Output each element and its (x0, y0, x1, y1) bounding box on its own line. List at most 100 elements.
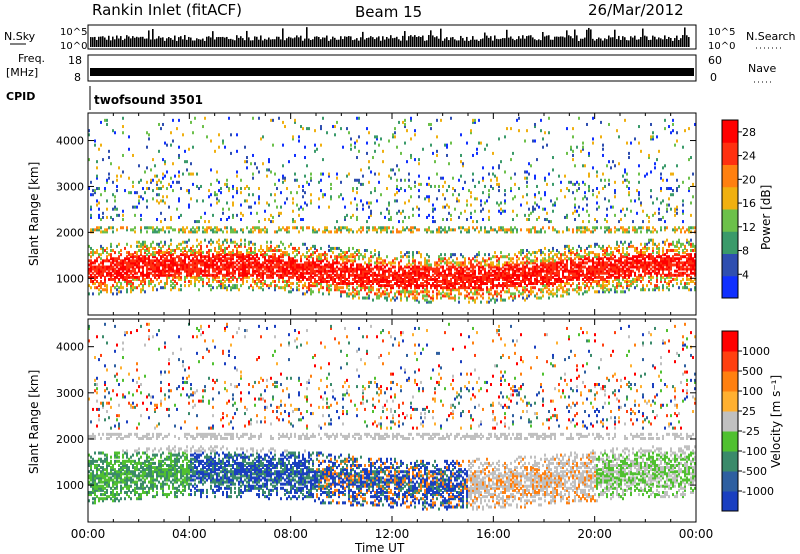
data-cell (286, 251, 288, 255)
data-cell (370, 263, 372, 267)
data-cell (358, 290, 360, 294)
data-cell (200, 269, 202, 273)
data-cell (148, 275, 150, 279)
data-cell (256, 282, 258, 286)
data-cell (548, 226, 550, 230)
data-cell (182, 259, 184, 263)
data-cell (100, 120, 102, 124)
data-cell (100, 257, 102, 261)
data-cell (484, 282, 486, 286)
data-cell (390, 298, 392, 302)
data-cell (498, 189, 500, 193)
data-cell (186, 255, 188, 259)
data-cell (234, 244, 236, 248)
data-cell (460, 273, 462, 277)
data-cell (248, 275, 250, 279)
data-cell (242, 279, 244, 283)
data-cell (452, 176, 454, 180)
data-cell (392, 296, 394, 300)
data-cell (398, 292, 400, 296)
data-cell (518, 116, 520, 120)
data-cell (374, 253, 376, 257)
data-cell (308, 127, 310, 131)
nsky-bar (616, 39, 618, 47)
data-cell (454, 282, 456, 286)
data-cell (160, 273, 162, 277)
data-cell (136, 251, 138, 255)
data-cell (544, 286, 546, 290)
data-cell (582, 259, 584, 263)
data-cell (326, 271, 328, 275)
data-cell (588, 174, 590, 178)
data-cell (540, 261, 542, 265)
data-cell (482, 191, 484, 195)
data-cell (388, 282, 390, 286)
data-cell (290, 242, 292, 246)
data-cell (294, 265, 296, 269)
data-cell (282, 226, 284, 230)
data-cell (310, 172, 312, 176)
data-cell (318, 228, 320, 232)
data-cell (340, 273, 342, 277)
data-cell (566, 151, 568, 155)
data-cell (164, 265, 166, 269)
data-cell (174, 286, 176, 290)
data-cell (494, 275, 496, 279)
data-cell (138, 164, 140, 168)
data-cell (126, 269, 128, 273)
data-cell (228, 261, 230, 265)
data-cell (216, 271, 218, 275)
data-cell (190, 120, 192, 124)
data-cell (240, 228, 242, 232)
data-cell (482, 218, 484, 222)
data-cell (376, 263, 378, 267)
data-cell (164, 162, 166, 166)
data-cell (306, 257, 308, 261)
data-cell (416, 284, 418, 288)
nsky-bar (564, 37, 566, 47)
data-cell (96, 187, 98, 191)
data-cell (360, 286, 362, 290)
data-cell (510, 176, 512, 180)
data-cell (178, 255, 180, 259)
data-cell (580, 273, 582, 277)
data-cell (582, 282, 584, 286)
data-cell (116, 275, 118, 279)
data-cell (260, 253, 262, 257)
data-cell (104, 259, 106, 263)
data-cell (542, 294, 544, 298)
data-cell (138, 244, 140, 248)
nsky-bar (148, 30, 150, 47)
data-cell (248, 246, 250, 250)
data-cell (142, 259, 144, 263)
data-cell (482, 257, 484, 261)
data-cell (308, 261, 310, 265)
data-cell (260, 282, 262, 286)
data-cell (406, 286, 408, 290)
data-cell (446, 294, 448, 298)
data-cell (196, 226, 198, 230)
data-cell (258, 263, 260, 267)
data-cell (334, 267, 336, 271)
data-cell (90, 228, 92, 232)
data-cell (462, 226, 464, 230)
data-cell (292, 137, 294, 141)
data-cell (562, 269, 564, 273)
data-cell (492, 228, 494, 232)
data-cell (422, 296, 424, 300)
data-cell (488, 218, 490, 222)
data-cell (152, 228, 154, 232)
data-cell (124, 246, 126, 250)
data-cell (528, 261, 530, 265)
nsky-bar (648, 40, 650, 47)
data-cell (98, 226, 100, 230)
data-cell (472, 118, 474, 122)
data-cell (138, 240, 140, 244)
data-cell (280, 228, 282, 232)
data-cell (124, 265, 126, 269)
data-cell (360, 230, 362, 234)
data-cell (390, 176, 392, 180)
data-cell (414, 284, 416, 288)
data-cell (530, 230, 532, 234)
data-cell (386, 230, 388, 234)
